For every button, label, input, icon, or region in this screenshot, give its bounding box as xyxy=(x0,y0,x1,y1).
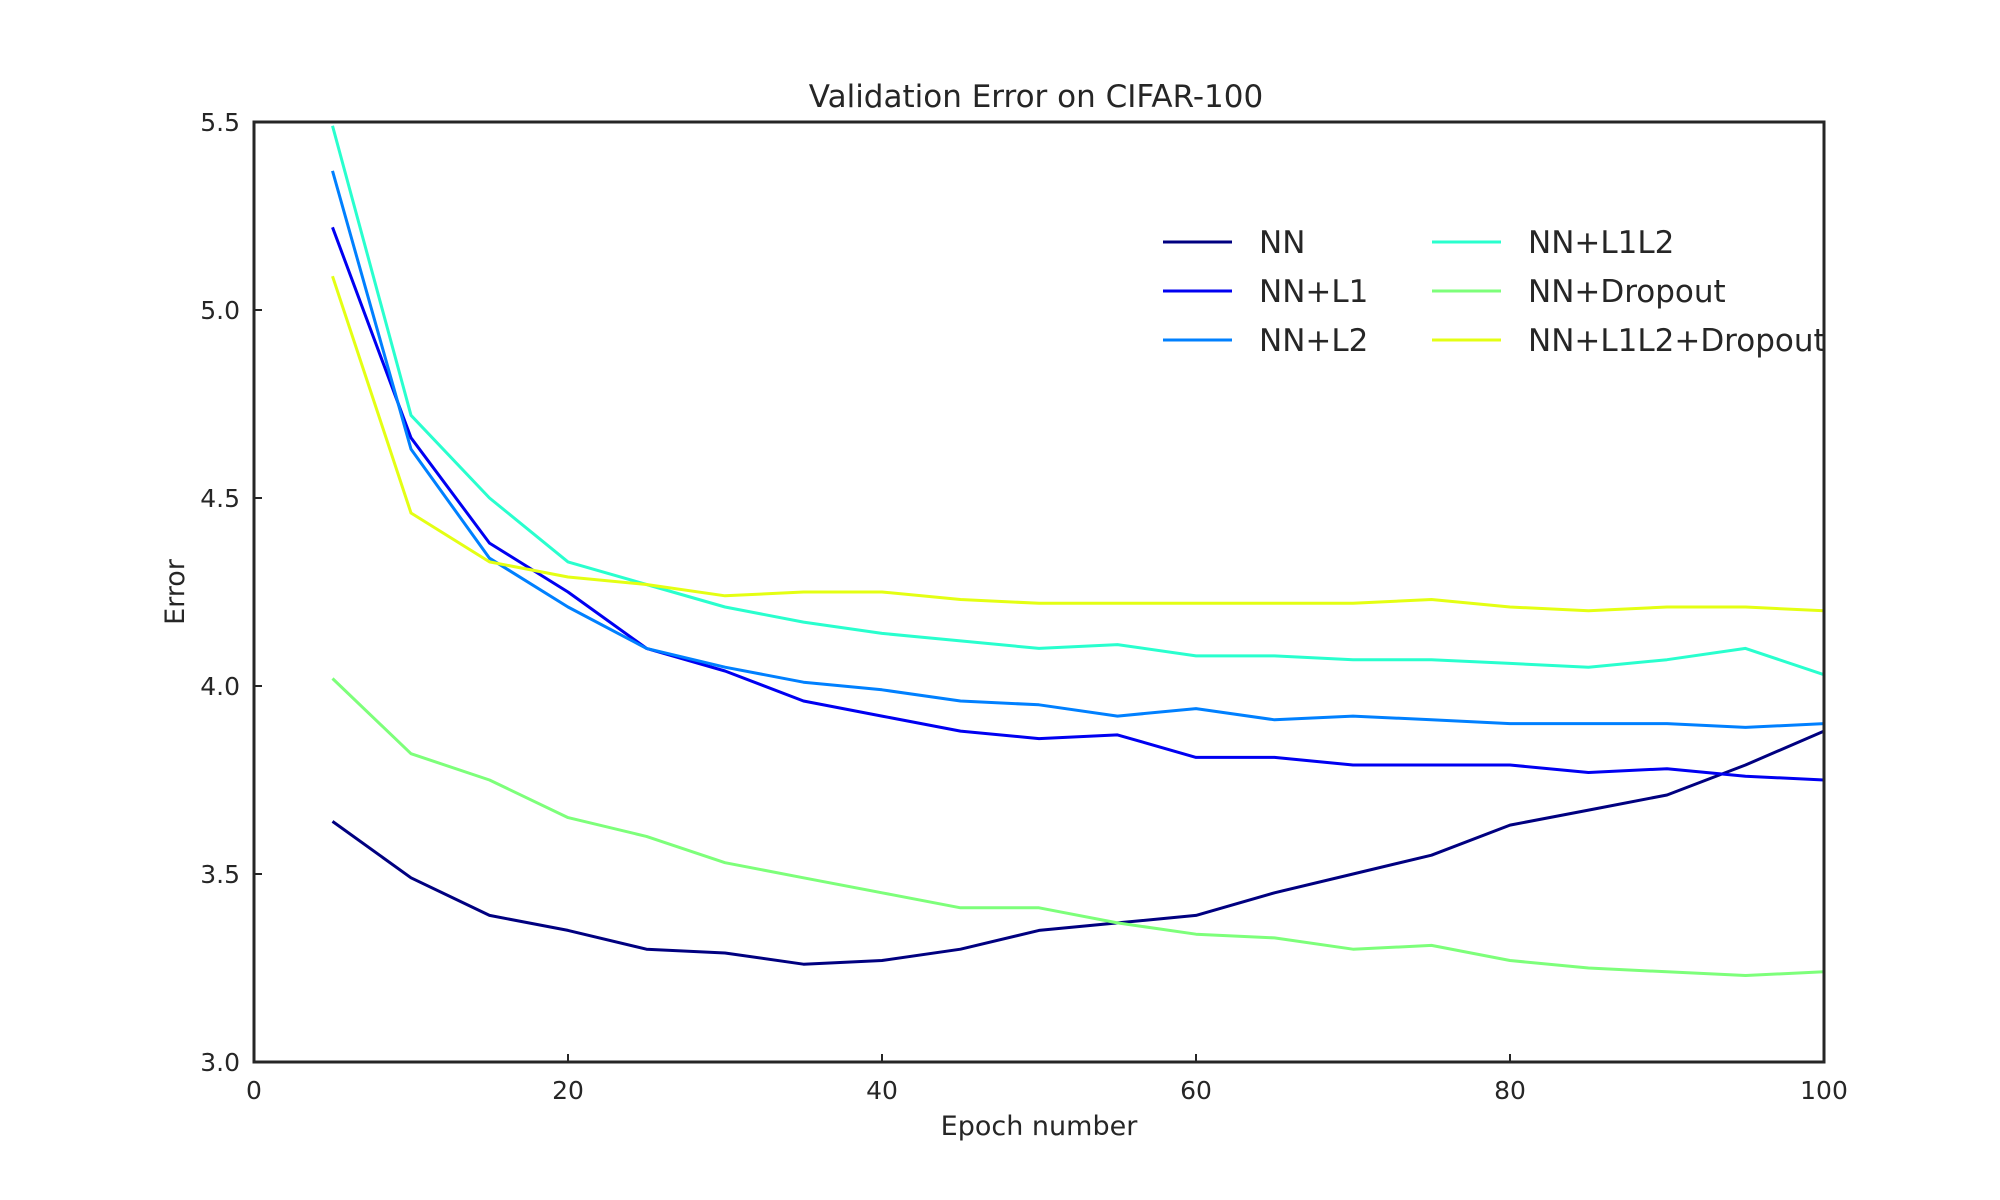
series-layer xyxy=(331,125,1824,977)
y-tick-label: 3.5 xyxy=(200,860,240,889)
x-axis-label: Epoch number xyxy=(941,1111,1139,1142)
x-tick-label: 0 xyxy=(246,1076,262,1105)
series-line-nn xyxy=(331,729,1824,966)
legend: NN NN+L1 NN+L2 NN+L1L2 NN+Dropout NN+L1L2+Dro… xyxy=(1163,225,1826,359)
y-axis-ticks: 3.0 3.5 4.0 4.5 5.0 5.5 xyxy=(200,108,262,1077)
x-tick-label: 100 xyxy=(1800,1076,1848,1105)
x-tick-label: 80 xyxy=(1494,1076,1526,1105)
y-axis-label: Error xyxy=(160,558,191,625)
series-line-nn-l2 xyxy=(331,170,1824,729)
series-line-nn-dropout xyxy=(331,677,1824,977)
y-tick-label: 3.0 xyxy=(200,1048,240,1077)
x-tick-label: 60 xyxy=(1180,1076,1212,1105)
legend-label: NN xyxy=(1259,225,1305,261)
legend-item-nn-l1: NN+L1 xyxy=(1163,274,1368,310)
x-axis-ticks: 0 20 40 60 80 100 xyxy=(246,1054,1848,1105)
legend-item-nn: NN xyxy=(1163,225,1305,261)
y-tick-label: 5.0 xyxy=(200,296,240,325)
series-line-nn-l1 xyxy=(331,226,1824,782)
plot-frame xyxy=(252,120,1826,1064)
legend-label: NN+L1L2+Dropout xyxy=(1528,323,1826,359)
legend-label: NN+L1L2 xyxy=(1528,225,1674,261)
series-line-nn-l1l2-dropout xyxy=(331,275,1824,613)
x-tick-label: 20 xyxy=(552,1076,584,1105)
x-tick-label: 40 xyxy=(866,1076,898,1105)
y-tick-label: 4.5 xyxy=(200,484,240,513)
legend-item-nn-dropout: NN+Dropout xyxy=(1432,274,1726,310)
legend-label: NN+Dropout xyxy=(1528,274,1726,310)
legend-item-nn-l1l2: NN+L1L2 xyxy=(1432,225,1674,261)
legend-item-nn-l2: NN+L2 xyxy=(1163,323,1368,359)
y-tick-label: 5.5 xyxy=(200,108,240,137)
legend-label: NN+L1 xyxy=(1259,274,1368,310)
legend-item-nn-l1l2-dropout: NN+L1L2+Dropout xyxy=(1432,323,1826,359)
y-tick-label: 4.0 xyxy=(200,672,240,701)
chart-title: Validation Error on CIFAR-100 xyxy=(809,79,1263,115)
legend-label: NN+L2 xyxy=(1259,323,1368,359)
series-line-nn-l1l2 xyxy=(331,125,1824,677)
